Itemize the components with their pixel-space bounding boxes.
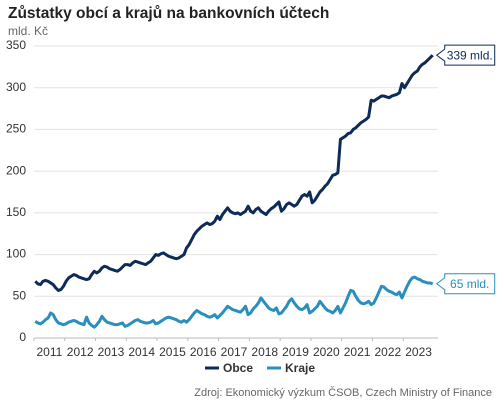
x-tick-label: 2013 <box>98 345 125 359</box>
chart-title: Zůstatky obcí a krajů na bankovních účte… <box>8 5 329 22</box>
x-tick-label: 2022 <box>374 345 401 359</box>
x-tick-label: 2020 <box>313 345 340 359</box>
y-tick-label: 250 <box>6 122 26 136</box>
annotation-box <box>435 44 496 66</box>
x-tick-label: 2015 <box>159 345 186 359</box>
legend-label: Kraje <box>285 361 315 375</box>
y-tick-label: 0 <box>19 330 26 344</box>
y-tick-label: 300 <box>6 80 26 94</box>
x-tick-label: 2017 <box>221 345 248 359</box>
y-tick-label: 200 <box>6 163 26 177</box>
x-tick-label: 2021 <box>344 345 371 359</box>
x-tick-label: 2014 <box>128 345 155 359</box>
y-tick-label: 350 <box>6 38 26 52</box>
source: Zdroj: Ekonomický výzkum ČSOB, Czech Min… <box>194 386 492 399</box>
legend-label: Obce <box>223 361 253 375</box>
x-tick-label: 2011 <box>36 345 62 359</box>
x-tick-label: 2012 <box>67 345 94 359</box>
y-tick-label: 100 <box>6 247 26 261</box>
annotation: 339 mld. <box>447 48 493 62</box>
y-tick-label: 150 <box>6 205 26 219</box>
annotation-box <box>435 273 496 295</box>
annotation: 65 mld. <box>450 277 489 291</box>
x-tick-label: 2019 <box>282 345 309 359</box>
chart-subtitle: mld. Kč <box>8 24 48 38</box>
x-tick-label: 2023 <box>405 345 432 359</box>
x-tick-label: 2016 <box>190 345 217 359</box>
x-tick-label: 2018 <box>251 345 278 359</box>
series-line <box>34 54 434 292</box>
series-line <box>34 275 434 329</box>
y-tick-label: 50 <box>13 288 27 302</box>
